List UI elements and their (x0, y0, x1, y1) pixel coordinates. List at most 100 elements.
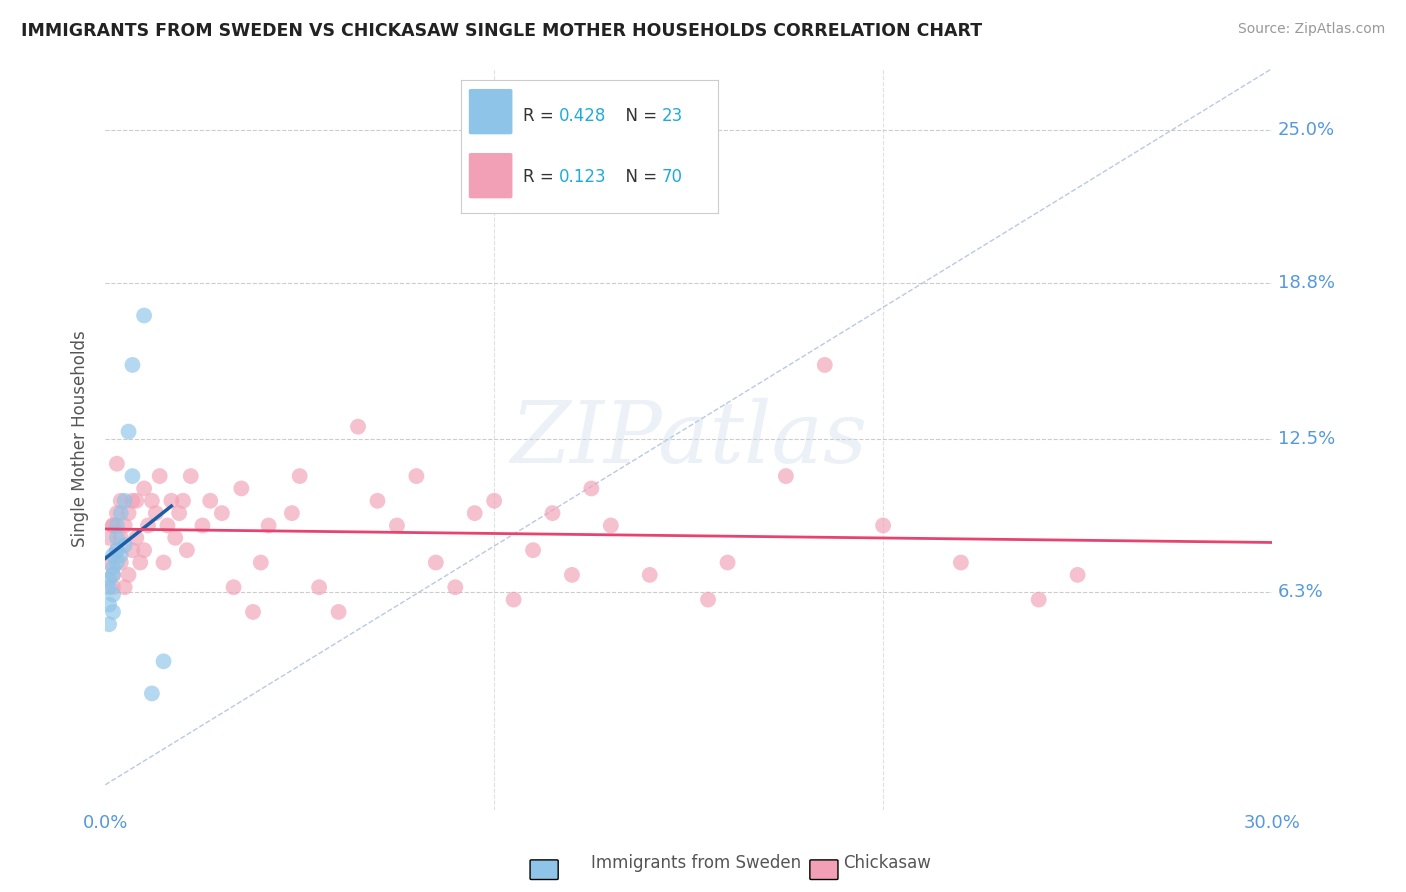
Point (288, 469, 311, 483)
Point (638, 567, 661, 582)
Point (502, 592, 524, 607)
Point (98, 531, 121, 545)
Point (105, 457, 128, 471)
Point (191, 518, 214, 533)
Point (110, 548, 132, 562)
Point (110, 506, 132, 520)
Point (105, 556, 128, 570)
Point (385, 518, 408, 533)
Point (98, 573, 121, 587)
Point (132, 309, 155, 323)
Point (160, 493, 183, 508)
Point (101, 518, 124, 533)
Point (242, 605, 264, 619)
Point (541, 506, 564, 520)
Point (132, 482, 155, 496)
Point (366, 493, 388, 508)
Text: 12.5%: 12.5% (1278, 430, 1336, 448)
Point (141, 686, 163, 700)
Point (101, 580, 124, 594)
Point (98, 598, 121, 612)
Point (281, 506, 304, 520)
Point (775, 469, 797, 483)
Point (105, 518, 128, 533)
Point (222, 580, 245, 594)
Point (152, 556, 174, 570)
Point (149, 469, 172, 483)
Point (98, 580, 121, 594)
Point (561, 567, 583, 582)
Point (121, 493, 143, 508)
Point (145, 506, 167, 520)
Point (101, 548, 124, 562)
Text: 18.8%: 18.8% (1278, 275, 1334, 293)
Point (101, 605, 124, 619)
Point (121, 469, 143, 483)
Point (872, 518, 894, 533)
Point (482, 493, 505, 508)
Point (117, 506, 139, 520)
Point (211, 506, 233, 520)
Point (117, 567, 139, 582)
Point (101, 560, 124, 574)
Point (231, 482, 253, 496)
Point (347, 419, 370, 434)
Point (249, 556, 271, 570)
Point (581, 482, 603, 496)
Point (101, 588, 124, 602)
Point (101, 567, 124, 582)
Point (114, 493, 136, 508)
Point (110, 493, 132, 508)
Point (125, 493, 148, 508)
Point (121, 543, 143, 558)
Point (167, 506, 190, 520)
Point (136, 518, 159, 533)
Point (98, 556, 121, 570)
Point (308, 580, 330, 594)
Point (105, 543, 128, 558)
Point (444, 580, 467, 594)
Point (114, 580, 136, 594)
Y-axis label: Single Mother Households: Single Mother Households (72, 331, 89, 548)
Point (101, 518, 124, 533)
Point (105, 543, 128, 558)
Point (152, 654, 174, 668)
Text: Immigrants from Sweden: Immigrants from Sweden (591, 855, 800, 872)
Point (949, 556, 972, 570)
Point (425, 556, 447, 570)
Point (165, 531, 187, 545)
Point (121, 358, 143, 372)
Point (114, 518, 136, 533)
Point (156, 518, 179, 533)
Point (599, 518, 621, 533)
Point (522, 543, 544, 558)
Point (464, 506, 486, 520)
Point (405, 469, 427, 483)
Text: 6.3%: 6.3% (1278, 583, 1323, 601)
Point (716, 556, 738, 570)
Point (257, 518, 280, 533)
Point (105, 506, 128, 520)
Point (176, 543, 198, 558)
Text: ZIPatlas: ZIPatlas (510, 398, 868, 481)
Point (129, 556, 152, 570)
Point (98, 617, 121, 632)
Text: Source: ZipAtlas.com: Source: ZipAtlas.com (1237, 22, 1385, 37)
Point (105, 531, 128, 545)
Text: 25.0%: 25.0% (1278, 121, 1336, 139)
Text: Chickasaw: Chickasaw (844, 855, 932, 872)
Point (814, 358, 837, 372)
Point (328, 605, 350, 619)
Point (101, 567, 124, 582)
Point (110, 531, 132, 545)
Point (697, 592, 720, 607)
Point (180, 469, 202, 483)
Point (117, 425, 139, 439)
Point (141, 493, 163, 508)
Point (114, 538, 136, 552)
Text: IMMIGRANTS FROM SWEDEN VS CHICKASAW SINGLE MOTHER HOUSEHOLDS CORRELATION CHART: IMMIGRANTS FROM SWEDEN VS CHICKASAW SING… (21, 22, 983, 40)
Point (1066, 567, 1088, 582)
Point (1028, 592, 1050, 607)
Point (125, 531, 148, 545)
Point (132, 543, 155, 558)
